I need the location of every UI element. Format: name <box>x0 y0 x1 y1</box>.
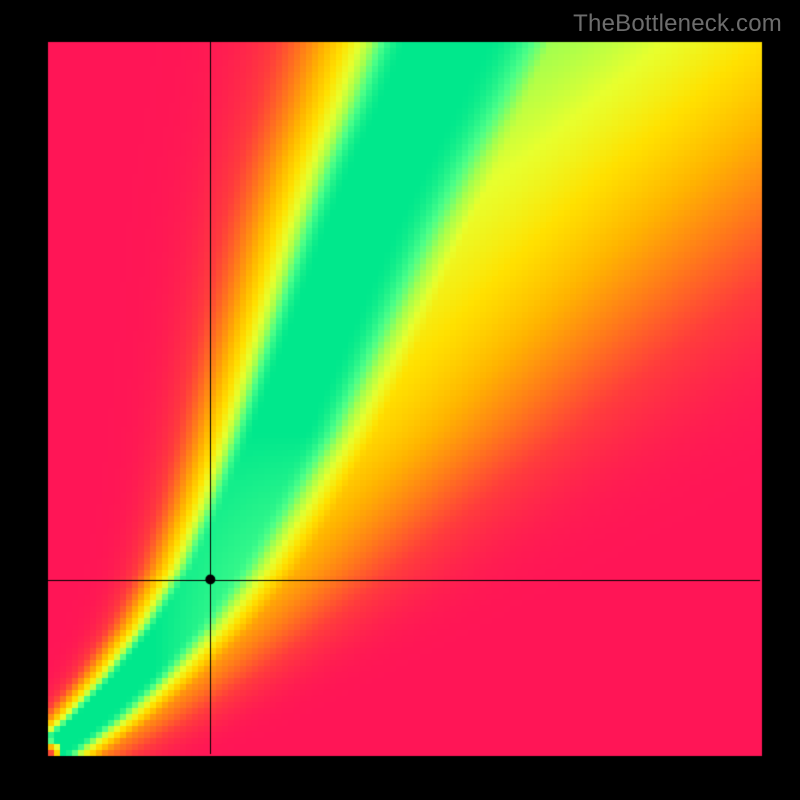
bottleneck-heatmap <box>0 0 800 800</box>
watermark-text: TheBottleneck.com <box>573 10 782 38</box>
chart-container: TheBottleneck.com <box>0 0 800 800</box>
